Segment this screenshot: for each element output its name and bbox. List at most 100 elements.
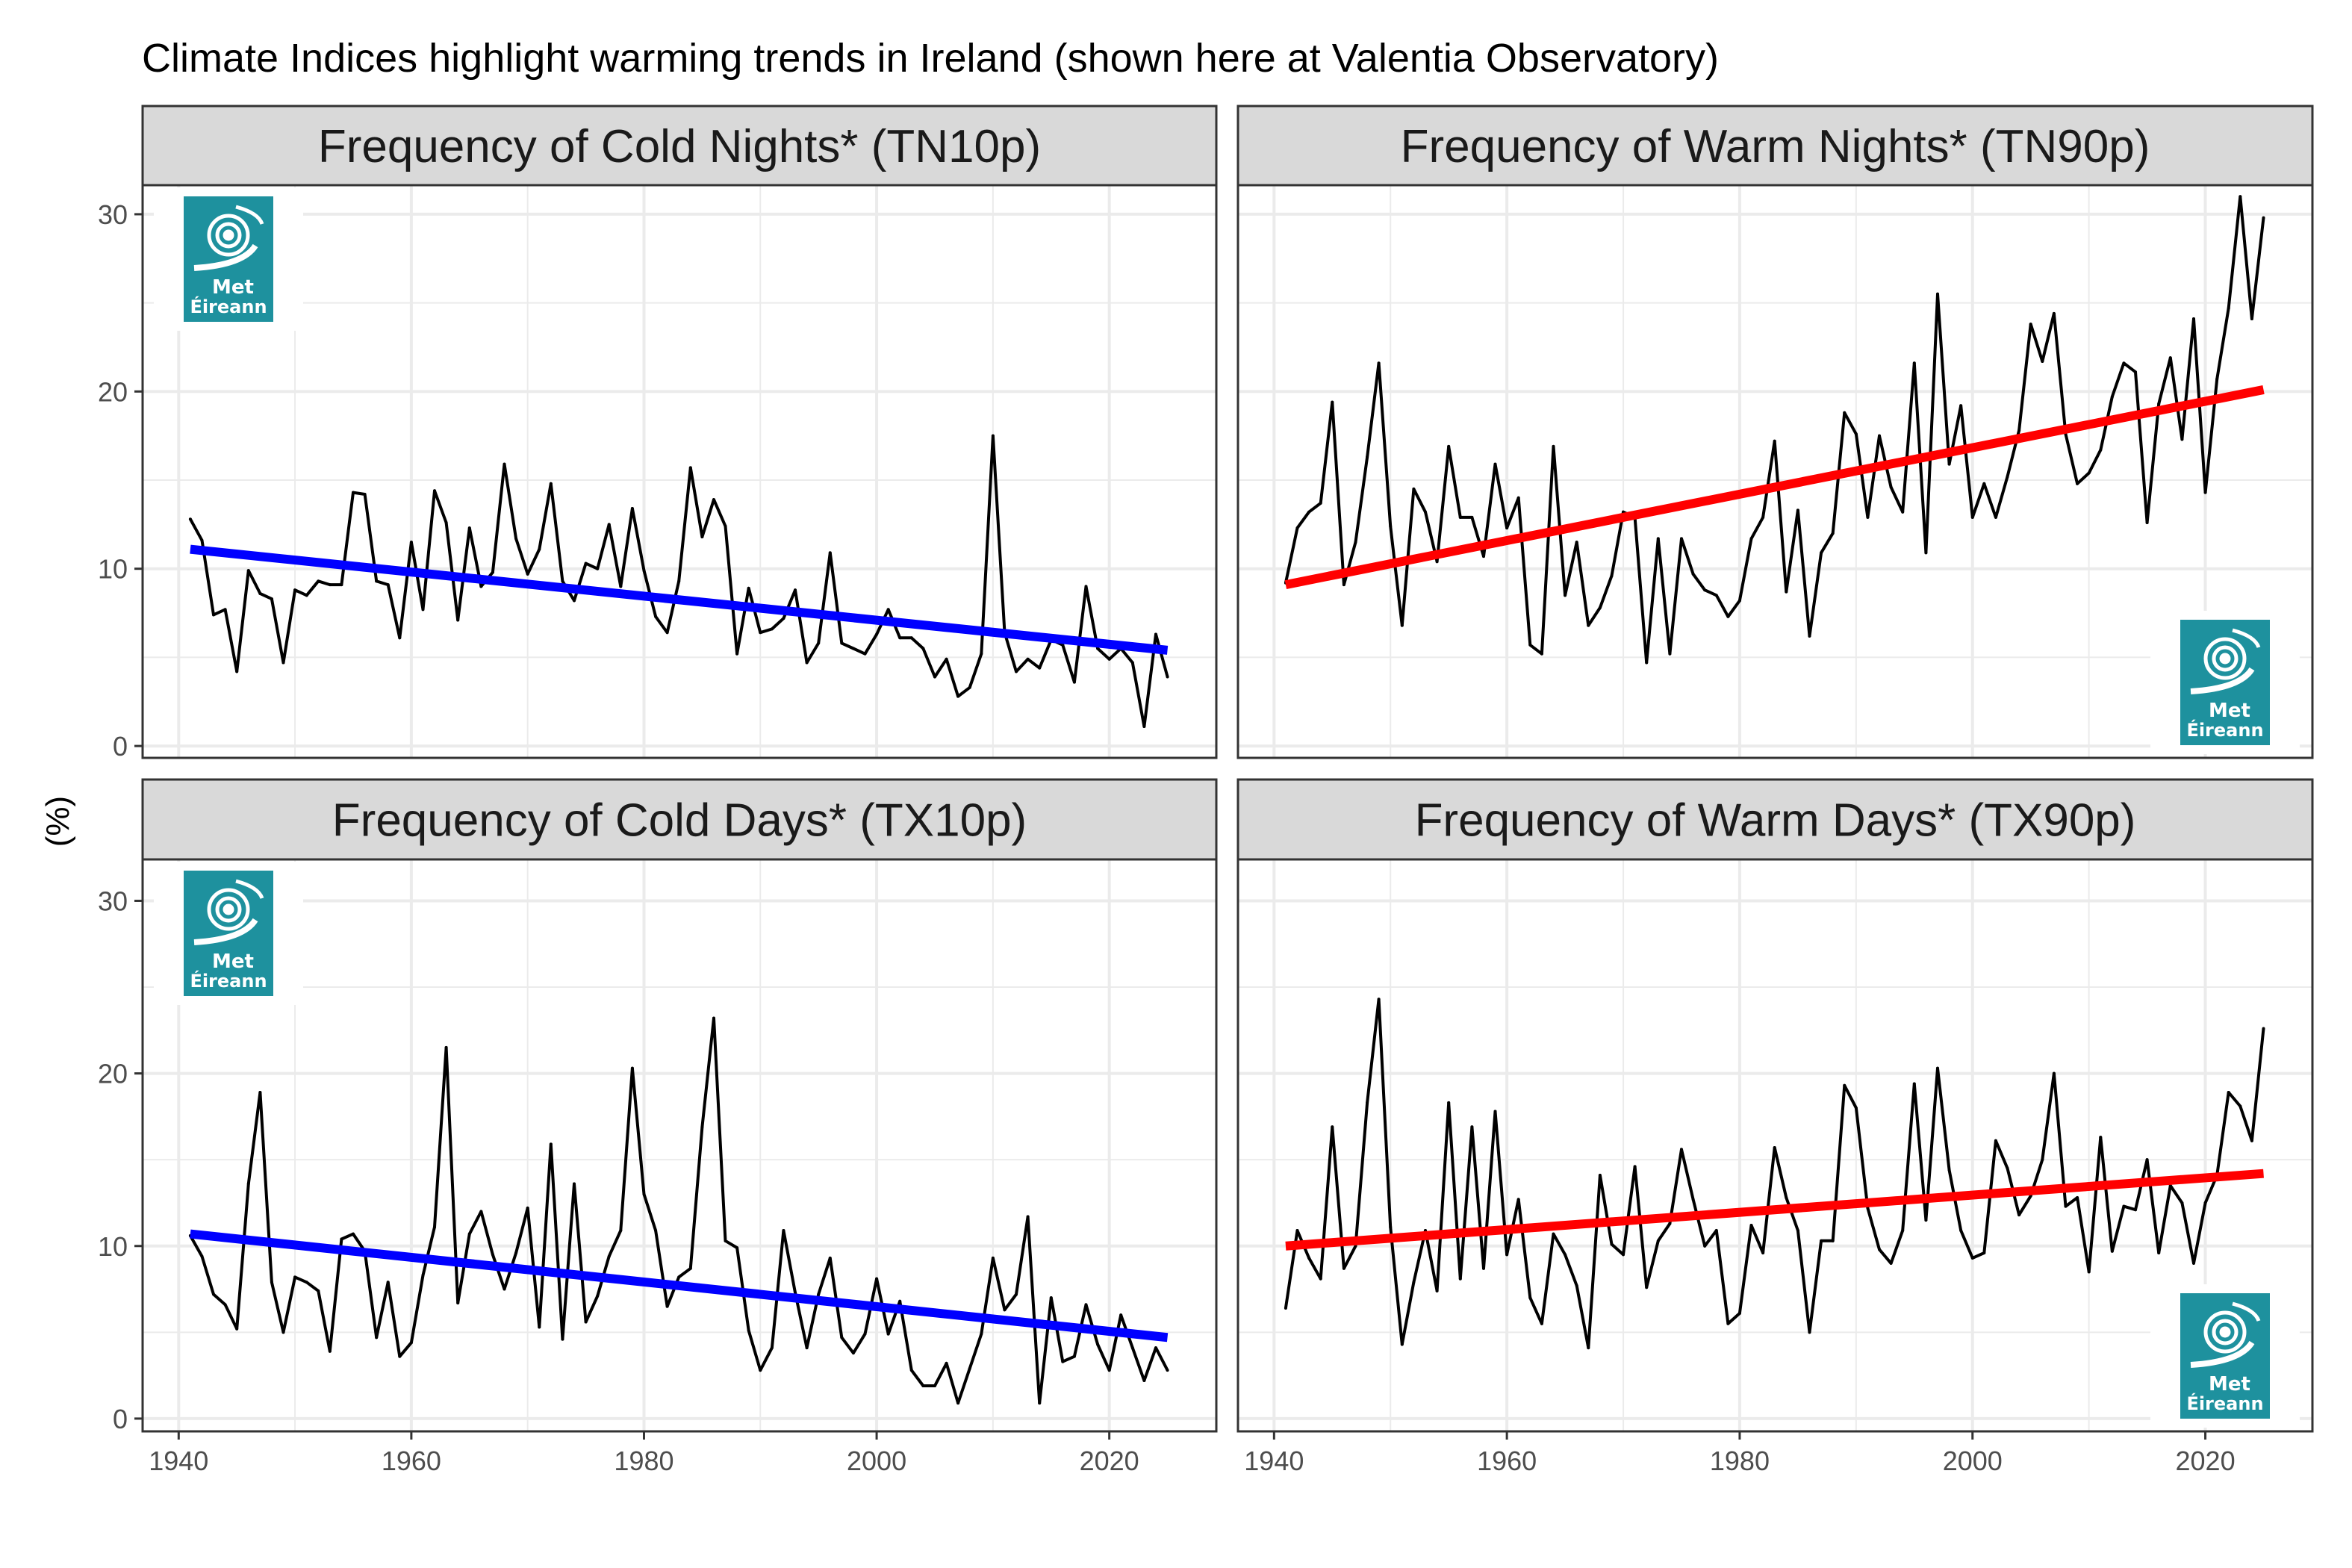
x-tick-label: 1960 (1477, 1446, 1537, 1476)
data-point (2029, 323, 2032, 326)
data-point (933, 1384, 936, 1387)
data-point (805, 1346, 809, 1350)
data-point (782, 1228, 785, 1232)
data-point (2227, 306, 2230, 310)
data-point (1061, 1360, 1065, 1363)
swirl-tail-bottom (2190, 1340, 2255, 1368)
data-point (479, 1210, 483, 1213)
data-point (1331, 400, 1334, 404)
data-point (1679, 537, 1683, 541)
facet-strip (141, 105, 1218, 187)
data-point (712, 1016, 715, 1020)
swirl-ring-outer (207, 888, 250, 931)
data-point (281, 661, 285, 665)
y-tick-label: 10 (98, 1231, 128, 1262)
data-point (1015, 670, 1018, 673)
facet-title: Frequency of Warm Days* (TX90p) (1415, 795, 2136, 847)
swirl-center (223, 903, 234, 915)
panel-border (1236, 858, 2314, 1433)
data-point (863, 1332, 867, 1336)
data-point (409, 1341, 413, 1345)
data-point (200, 538, 204, 542)
data-point (1668, 1222, 1672, 1225)
data-point (1737, 599, 1741, 603)
swirl-ring-inner (2212, 645, 2239, 672)
x-tick-label: 1940 (149, 1446, 208, 1476)
data-point (2134, 1208, 2138, 1212)
data-point (2122, 361, 2126, 365)
data-point (281, 1331, 285, 1334)
data-point (375, 579, 379, 583)
data-point (1096, 1343, 1100, 1346)
data-point (1691, 1198, 1695, 1201)
data-point (1982, 1251, 1986, 1255)
data-point (700, 535, 704, 538)
swirl-tail-bottom (193, 243, 258, 271)
data-point (1447, 444, 1451, 448)
data-point (1854, 1106, 1858, 1110)
swirl-tail-top (2232, 628, 2261, 648)
data-point (1447, 1101, 1451, 1104)
data-point (2087, 1270, 2091, 1274)
data-point (467, 526, 471, 530)
data-point (1154, 632, 1157, 636)
facet-strip (1236, 105, 2314, 187)
data-point (1785, 1196, 1788, 1200)
swirl-icon (2190, 1301, 2261, 1368)
data-point (2017, 429, 2021, 432)
panel-border (141, 184, 1218, 759)
data-point (1575, 541, 1578, 544)
data-point (770, 627, 774, 631)
data-point (782, 617, 785, 620)
data-point (1458, 1277, 1462, 1281)
data-point (2076, 1196, 2079, 1200)
swirl-ring-outer (207, 214, 250, 257)
data-point (1866, 515, 1870, 519)
data-point (1319, 1277, 1322, 1281)
data-point (305, 1281, 308, 1284)
facet-title: Frequency of Cold Days* (TX10p) (332, 795, 1027, 847)
data-point (1389, 524, 1393, 528)
data-point (1749, 1224, 1753, 1228)
data-point (2122, 1204, 2126, 1208)
y-tick-label: 20 (98, 1059, 128, 1089)
data-point (2191, 317, 2195, 320)
data-point (1959, 1228, 1963, 1232)
data-point (1295, 526, 1299, 530)
data-point (246, 569, 250, 573)
data-point (1470, 1125, 1474, 1129)
data-point (538, 547, 541, 551)
swirl-tail-bottom (2190, 667, 2255, 694)
data-point (1726, 1322, 1730, 1325)
data-point (909, 636, 913, 640)
data-point (1820, 551, 1823, 555)
logo-text-eireann: Éireann (190, 296, 267, 317)
data-point (561, 579, 564, 583)
data-point (2017, 1213, 2021, 1217)
data-point (875, 1277, 879, 1281)
swirl-tail-bottom (193, 918, 258, 945)
panel-border (1236, 184, 2314, 759)
data-point (363, 493, 367, 497)
swirl-ring-inner (215, 896, 242, 923)
data-point (1645, 661, 1649, 665)
data-point (724, 524, 727, 528)
logo-text-met: Met (212, 951, 254, 973)
data-points (1284, 195, 2265, 665)
data-point (1598, 606, 1602, 609)
data-point (1994, 515, 1997, 519)
data-point (630, 1066, 634, 1070)
data-point (2076, 482, 2079, 485)
data-point (956, 694, 960, 698)
data-point (1878, 1248, 1882, 1251)
gridlines (1238, 185, 2312, 758)
data-point (1656, 537, 1660, 541)
panel-tx10p: Frequency of Cold Days* (TX10p) MetÉirean… (98, 778, 1218, 1476)
data-point (2215, 377, 2219, 381)
data-point (1166, 1369, 1169, 1372)
swirl-center (223, 229, 234, 241)
data-point (317, 579, 320, 583)
data-point (759, 1369, 762, 1372)
x-tick-label: 1980 (614, 1446, 673, 1476)
